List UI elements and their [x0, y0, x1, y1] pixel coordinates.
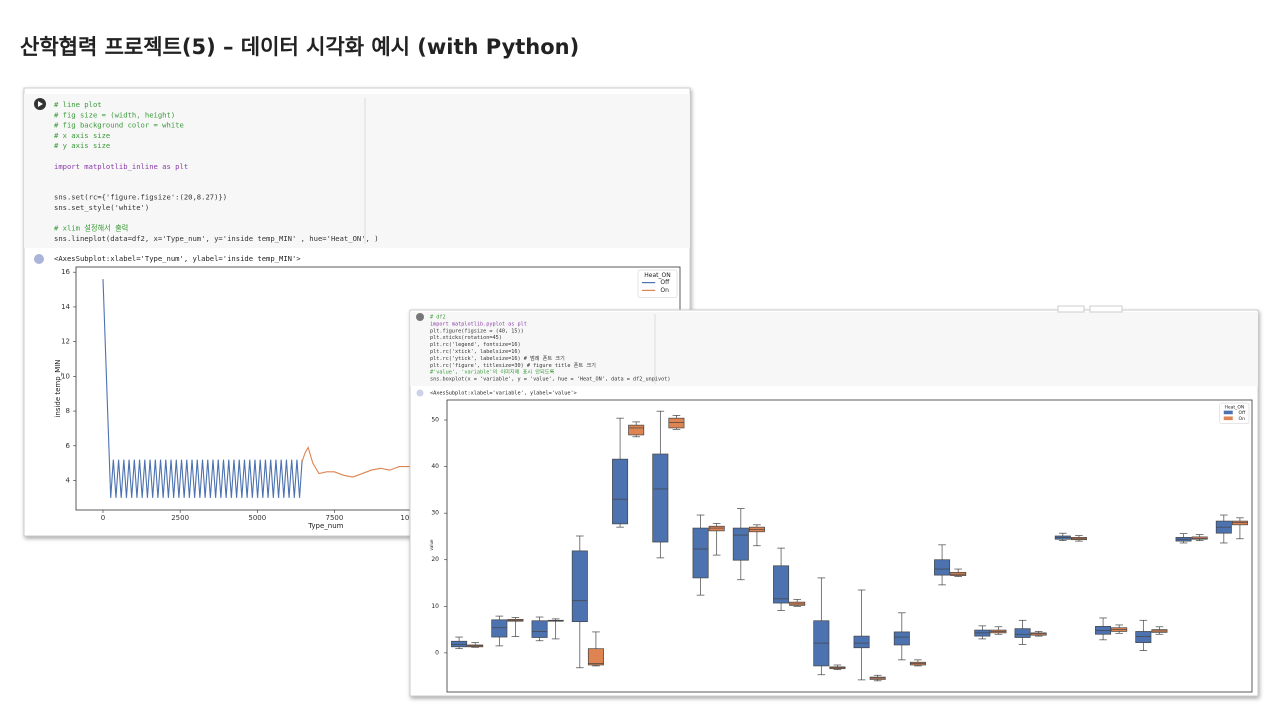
output-text: <AxesSubplot:xlabel='variable', ylabel='… — [430, 391, 577, 397]
x-tick-label: 7500 — [326, 514, 344, 522]
y-tick-label: 0 — [435, 649, 439, 656]
code-line: sns.set_style('white') — [54, 203, 149, 212]
legend-label: On — [1239, 416, 1246, 422]
box — [612, 458, 629, 525]
box — [692, 527, 709, 579]
output-icon — [416, 389, 424, 397]
box — [773, 565, 790, 604]
output-text: <AxesSubplot:xlabel='Type_num', ylabel='… — [54, 254, 301, 263]
box — [1231, 520, 1248, 526]
y-axis-label: value — [429, 539, 434, 550]
line-series — [301, 446, 418, 478]
legend-title: Heat_ON — [1224, 405, 1244, 411]
code-line: # xlim 설정해서 출력 — [54, 224, 128, 233]
code-line: # y axis size — [54, 141, 110, 150]
code-area — [410, 312, 1258, 386]
box — [1135, 631, 1152, 643]
y-tick-label: 16 — [61, 268, 70, 276]
legend-label: Off — [660, 279, 670, 286]
y-tick-label: 30 — [431, 510, 439, 517]
code-line: import matplotlib_inline as plt — [54, 162, 188, 171]
code-line: plt.rc('figure', titlesize=30) # figure … — [430, 361, 596, 369]
code-line: # fig background color = white — [54, 121, 184, 130]
code-line: import matplotlib.pyplot as plt — [430, 321, 527, 327]
run-icon — [38, 101, 43, 107]
legend-label: Off — [1239, 410, 1247, 416]
y-tick-label: 4 — [66, 476, 71, 484]
box — [451, 640, 468, 648]
code-line: # x axis size — [54, 131, 110, 140]
x-tick-label: 2500 — [171, 514, 189, 522]
code-area — [24, 94, 690, 248]
line-series — [102, 279, 303, 498]
box — [893, 631, 910, 646]
code-line: sns.set(rc={'figure.figsize':(20,8.27)}) — [54, 193, 227, 202]
slide-title: 산학협력 프로젝트(5) – 데이터 시각화 예시 (with Python) — [20, 35, 579, 59]
y-tick-label: 10 — [61, 372, 70, 380]
code-line: plt.rc('xtick', labelsize=16) — [430, 349, 521, 355]
legend-swatch — [1223, 416, 1233, 421]
y-tick-label: 12 — [61, 338, 70, 346]
x-tick-label: 5000 — [248, 514, 266, 522]
code-line: sns.lineplot(data=df2, x='Type_num', y='… — [54, 234, 379, 243]
box — [531, 620, 548, 638]
box — [934, 559, 951, 576]
box — [628, 424, 645, 436]
box — [853, 635, 870, 649]
code-line: plt.xticks(rotation=45) — [430, 335, 502, 341]
code-line: plt.rc('legend', fontsize=16) — [430, 342, 521, 348]
toolbar-button[interactable] — [1057, 305, 1085, 313]
y-tick-label: 50 — [431, 417, 439, 424]
output-icon — [34, 254, 44, 264]
box — [571, 550, 588, 623]
box — [708, 525, 725, 532]
axes-frame — [446, 399, 1253, 693]
box — [668, 417, 685, 429]
y-tick-label: 14 — [61, 303, 70, 311]
legend-label: On — [660, 287, 669, 294]
code-line: plt.rc('ytick', labelsize=16) # 범례 폰트 크기 — [430, 354, 565, 362]
box — [652, 453, 669, 543]
y-tick-label: 6 — [66, 442, 71, 450]
code-line: # df2 — [430, 315, 446, 321]
legend-title: Heat_ON — [644, 272, 670, 279]
code-line: sns.boxplot(x = 'variable', y = 'value',… — [430, 377, 670, 383]
y-tick-label: 10 — [431, 603, 439, 610]
y-tick-label: 20 — [431, 556, 439, 563]
legend-swatch — [1223, 410, 1233, 415]
y-tick-label: 8 — [66, 407, 70, 415]
box — [587, 648, 604, 666]
code-line: # line plot — [54, 100, 102, 109]
box — [732, 527, 749, 561]
run-button[interactable] — [416, 313, 424, 321]
y-tick-label: 40 — [431, 463, 439, 470]
x-axis-label: Type_num — [307, 522, 343, 530]
code-line: # fig size = (width, height) — [54, 110, 175, 119]
y-axis-label: inside temp_MIN — [54, 359, 62, 417]
code-line: #'value', 'variable'의 이미지에 표시 안되도록 — [430, 368, 555, 376]
toolbar-button[interactable] — [1089, 305, 1123, 313]
box — [491, 619, 508, 638]
x-tick-label: 0 — [101, 514, 105, 522]
box — [1014, 628, 1031, 638]
code-line: plt.figure(figsize = (40, 15)) — [430, 328, 524, 334]
